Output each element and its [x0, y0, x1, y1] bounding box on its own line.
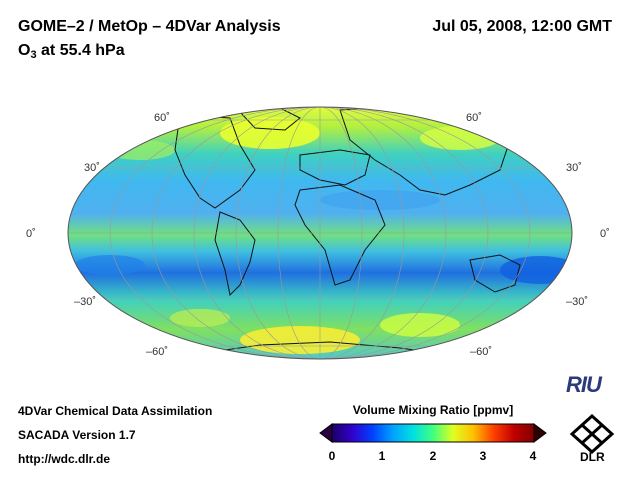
lat-label-30n-right: 30˚ [566, 162, 582, 174]
lat-label-60n-right: 60˚ [466, 112, 482, 124]
colorbar-tick-3: 3 [479, 449, 487, 463]
colorbar-tick-4: 4 [529, 449, 537, 463]
colorbar-high-arrow [533, 423, 547, 443]
colorbar-gradient [331, 423, 535, 443]
riu-logo: RIU [566, 372, 602, 397]
dlr-logo [569, 413, 615, 455]
colorbar-low-arrow [319, 423, 333, 443]
lat-label-30s: –30˚ [74, 296, 97, 308]
lat-label-60s: –60˚ [146, 346, 169, 358]
colorbar [319, 423, 547, 443]
lat-label-60s-right: –60˚ [470, 346, 493, 358]
colorbar-tick-0: 0 [328, 449, 336, 463]
lat-label-60n: 60˚ [154, 112, 170, 124]
colorbar-tick-1: 1 [378, 449, 386, 463]
map-date: Jul 05, 2008, 12:00 GMT [432, 18, 612, 35]
lat-label-30s-right: –30˚ [566, 296, 589, 308]
lat-label-30n: 30˚ [84, 162, 100, 174]
colorbar-title: Volume Mixing Ratio [ppmv] [352, 403, 514, 417]
colorbar-tick-2: 2 [429, 449, 437, 463]
footer-line-2: SACADA Version 1.7 [18, 428, 136, 442]
ozone-map [67, 106, 573, 360]
footer-line-1: 4DVar Chemical Data Assimilation [18, 404, 213, 418]
dlr-logo-text: DLR [580, 450, 605, 464]
footer-url: http://wdc.dlr.de [18, 452, 110, 466]
map-title: GOME–2 / MetOp – 4DVar Analysis [18, 18, 281, 35]
lat-label-equator-right: 0˚ [600, 228, 610, 240]
lat-label-equator: 0˚ [26, 228, 36, 240]
map-subtitle: O3 at 55.4 hPa [18, 42, 125, 61]
